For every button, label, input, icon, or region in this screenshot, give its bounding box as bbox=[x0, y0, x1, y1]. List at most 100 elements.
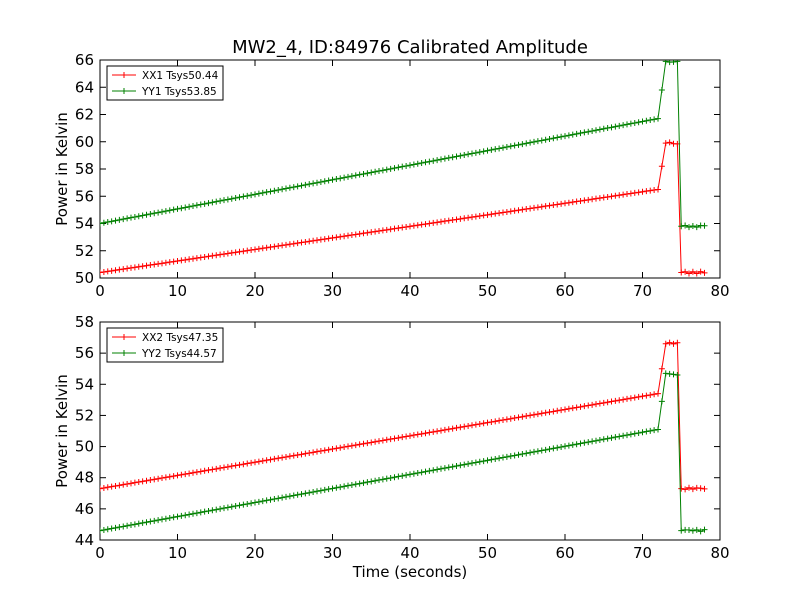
data-point-marker bbox=[197, 468, 204, 475]
y-tick-label: 50 bbox=[75, 269, 94, 287]
data-point-marker bbox=[426, 429, 433, 436]
data-point-marker bbox=[593, 195, 599, 202]
data-point-marker bbox=[128, 264, 134, 271]
data-point-marker bbox=[221, 197, 227, 204]
x-axis-title: Time (seconds) bbox=[352, 563, 468, 581]
data-point-marker bbox=[689, 268, 696, 275]
data-point-marker bbox=[310, 488, 317, 495]
data-point-marker bbox=[465, 214, 472, 221]
data-point-marker bbox=[360, 440, 367, 447]
data-point-marker bbox=[348, 232, 355, 239]
data-point-marker bbox=[174, 472, 181, 479]
data-point-marker bbox=[321, 236, 328, 243]
data-point-marker bbox=[252, 246, 258, 253]
data-point-marker bbox=[228, 463, 235, 470]
data-point-marker bbox=[244, 247, 251, 254]
data-point-marker bbox=[333, 484, 340, 491]
data-point-marker bbox=[476, 458, 483, 465]
data-point-marker bbox=[631, 430, 638, 437]
data-point-marker bbox=[538, 137, 545, 144]
data-point-marker bbox=[647, 117, 654, 124]
x-tick-label: 20 bbox=[245, 282, 264, 300]
data-point-marker bbox=[635, 119, 642, 126]
data-point-marker bbox=[143, 262, 150, 269]
data-point-marker bbox=[596, 400, 603, 407]
data-point-marker bbox=[620, 191, 627, 198]
data-point-marker bbox=[562, 133, 568, 140]
data-point-marker bbox=[472, 459, 479, 466]
data-point-marker bbox=[116, 482, 123, 489]
data-point-marker bbox=[302, 238, 309, 245]
data-point-marker bbox=[159, 260, 165, 267]
data-point-marker bbox=[503, 208, 510, 215]
data-point-marker bbox=[120, 523, 127, 530]
data-point-marker bbox=[360, 170, 367, 177]
data-point-marker bbox=[104, 484, 111, 491]
data-point-marker bbox=[546, 446, 553, 453]
data-point-marker bbox=[689, 486, 696, 493]
data-point-marker bbox=[519, 451, 526, 458]
y-tick-label: 46 bbox=[75, 500, 94, 518]
data-point-marker bbox=[449, 154, 456, 161]
data-point-marker bbox=[589, 438, 596, 445]
data-point-marker bbox=[290, 184, 297, 191]
data-point-marker bbox=[546, 202, 553, 209]
data-point-marker bbox=[286, 453, 293, 460]
data-point-marker bbox=[449, 217, 456, 224]
data-point-marker bbox=[329, 234, 336, 241]
data-point-marker bbox=[275, 495, 282, 502]
data-point-marker bbox=[236, 248, 243, 255]
data-point-marker bbox=[492, 455, 499, 462]
x-tick-label: 60 bbox=[555, 544, 574, 562]
data-point-marker bbox=[631, 189, 638, 196]
data-point-marker bbox=[422, 430, 429, 437]
data-point-marker bbox=[689, 223, 696, 230]
data-point-marker bbox=[678, 485, 685, 492]
data-point-marker bbox=[112, 217, 119, 224]
data-point-marker bbox=[604, 435, 611, 442]
data-point-marker bbox=[542, 203, 549, 210]
data-point-marker bbox=[562, 443, 568, 450]
data-point-marker bbox=[670, 340, 677, 347]
data-point-marker bbox=[604, 125, 611, 132]
data-point-marker bbox=[542, 136, 549, 143]
data-point-marker bbox=[383, 166, 390, 173]
data-point-marker bbox=[441, 426, 448, 433]
data-point-marker bbox=[418, 430, 425, 437]
data-point-marker bbox=[279, 494, 286, 501]
data-point-marker bbox=[217, 505, 224, 512]
data-point-marker bbox=[492, 418, 499, 425]
data-point-marker bbox=[290, 452, 297, 459]
data-point-marker bbox=[593, 437, 599, 444]
data-point-marker bbox=[581, 129, 588, 136]
data-point-marker bbox=[100, 268, 107, 275]
data-point-marker bbox=[686, 526, 692, 533]
data-point-marker bbox=[573, 404, 580, 411]
data-point-marker bbox=[616, 192, 623, 199]
data-point-marker bbox=[600, 436, 607, 443]
data-point-marker bbox=[108, 218, 115, 225]
data-point-marker bbox=[658, 163, 665, 170]
data-point-marker bbox=[585, 128, 592, 135]
data-point-marker bbox=[407, 162, 413, 169]
data-point-marker bbox=[562, 406, 568, 413]
data-point-marker bbox=[267, 456, 274, 463]
data-point-marker bbox=[697, 485, 704, 492]
data-point-marker bbox=[438, 156, 444, 163]
data-point-marker bbox=[139, 519, 146, 526]
y-tick-label: 60 bbox=[75, 133, 94, 151]
data-point-marker bbox=[697, 528, 704, 535]
data-point-marker bbox=[108, 267, 115, 274]
data-point-marker bbox=[259, 245, 266, 252]
data-point-marker bbox=[635, 393, 642, 400]
data-point-marker bbox=[465, 151, 472, 158]
data-point-marker bbox=[407, 223, 413, 230]
data-point-marker bbox=[531, 138, 537, 145]
data-point-marker bbox=[558, 200, 565, 207]
data-point-marker bbox=[190, 255, 196, 262]
data-point-marker bbox=[147, 211, 154, 218]
data-point-marker bbox=[686, 484, 692, 491]
data-point-marker bbox=[252, 459, 258, 466]
data-point-marker bbox=[484, 419, 491, 426]
x-tick-label: 0 bbox=[95, 544, 105, 562]
